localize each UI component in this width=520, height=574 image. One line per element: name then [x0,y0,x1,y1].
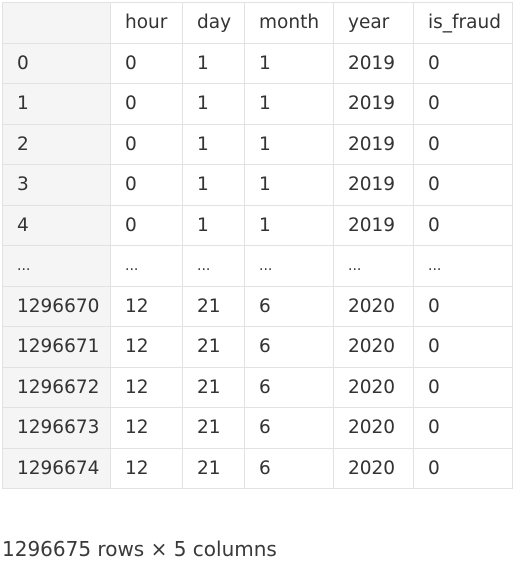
table-row: 1296674 12 21 6 2020 0 [2,447,513,489]
table-cell: ... [333,245,414,287]
table-cell: 0 [110,42,183,84]
table-cell: 12 [110,447,183,489]
table-cell: 1 [244,204,334,246]
row-index: ... [2,245,111,287]
table-cell: 1 [244,42,334,84]
table-cell: 0 [413,407,513,449]
column-header-month: month [244,2,334,44]
table-cell: 0 [413,83,513,125]
table-cell: 6 [244,366,334,408]
row-index: 1296673 [2,407,111,449]
table-cell: 1 [244,123,334,165]
table-row: 1296671 12 21 6 2020 0 [2,326,513,368]
table-shape-summary: 1296675 rows × 5 columns [2,537,277,561]
table-cell: 2020 [333,326,414,368]
table-cell: 2020 [333,366,414,408]
row-index: 2 [2,123,111,165]
column-header-hour: hour [110,2,183,44]
table-cell: 0 [110,204,183,246]
table-cell: 1 [244,164,334,206]
table-cell: ... [182,245,245,287]
table-cell: 0 [413,366,513,408]
ellipsis-row: ... ... ... ... ... ... [2,245,513,287]
table-cell: 0 [110,164,183,206]
table-cell: 2020 [333,447,414,489]
table-cell: 2020 [333,407,414,449]
table-cell: 1 [182,123,245,165]
table-row: 4 0 1 1 2019 0 [2,204,513,246]
table-cell: ... [110,245,183,287]
table-cell: 6 [244,326,334,368]
table-cell: 0 [413,164,513,206]
table-cell: ... [413,245,513,287]
row-index: 4 [2,204,111,246]
table-cell: 0 [413,285,513,327]
column-header-day: day [182,2,245,44]
table-row: 1 0 1 1 2019 0 [2,83,513,125]
table-row: 3 0 1 1 2019 0 [2,164,513,206]
table-cell: 12 [110,407,183,449]
table-header: hour day month year is_fraud [2,2,513,44]
column-header-is-fraud: is_fraud [413,2,513,44]
table-cell: 0 [413,447,513,489]
table-cell: 21 [182,447,245,489]
table-cell: 12 [110,285,183,327]
table-body: 0 0 1 1 2019 0 1 0 1 1 2019 0 2 0 1 1 20… [2,42,513,489]
header-row: hour day month year is_fraud [2,2,513,44]
dataframe-table: hour day month year is_fraud 0 0 1 1 201… [2,2,513,489]
table-cell: 2019 [333,83,414,125]
row-index: 1 [2,83,111,125]
table-cell: 6 [244,447,334,489]
table-cell: ... [244,245,334,287]
table-row: 1296673 12 21 6 2020 0 [2,407,513,449]
table-cell: 12 [110,366,183,408]
row-index: 1296671 [2,326,111,368]
table-cell: 2020 [333,285,414,327]
table-cell: 0 [413,204,513,246]
table-cell: 2019 [333,204,414,246]
table-row: 1296672 12 21 6 2020 0 [2,366,513,408]
table-cell: 2019 [333,164,414,206]
table-cell: 1 [182,204,245,246]
row-index: 1296674 [2,447,111,489]
table-cell: 0 [413,123,513,165]
table-cell: 21 [182,326,245,368]
table-cell: 2019 [333,123,414,165]
dataframe-output: hour day month year is_fraud 0 0 1 1 201… [2,2,513,489]
table-cell: 1 [182,164,245,206]
table-cell: 21 [182,407,245,449]
table-cell: 12 [110,326,183,368]
table-cell: 21 [182,366,245,408]
index-header-cell [2,2,111,44]
table-cell: 0 [413,326,513,368]
row-index: 3 [2,164,111,206]
table-cell: 1 [182,83,245,125]
table-row: 0 0 1 1 2019 0 [2,42,513,84]
column-header-year: year [333,2,414,44]
table-cell: 1 [182,42,245,84]
row-index: 1296672 [2,366,111,408]
row-index: 1296670 [2,285,111,327]
table-cell: 0 [413,42,513,84]
table-row: 2 0 1 1 2019 0 [2,123,513,165]
table-cell: 0 [110,123,183,165]
table-cell: 6 [244,285,334,327]
table-cell: 1 [244,83,334,125]
row-index: 0 [2,42,111,84]
table-cell: 0 [110,83,183,125]
table-row: 1296670 12 21 6 2020 0 [2,285,513,327]
table-cell: 21 [182,285,245,327]
table-cell: 2019 [333,42,414,84]
table-cell: 6 [244,407,334,449]
